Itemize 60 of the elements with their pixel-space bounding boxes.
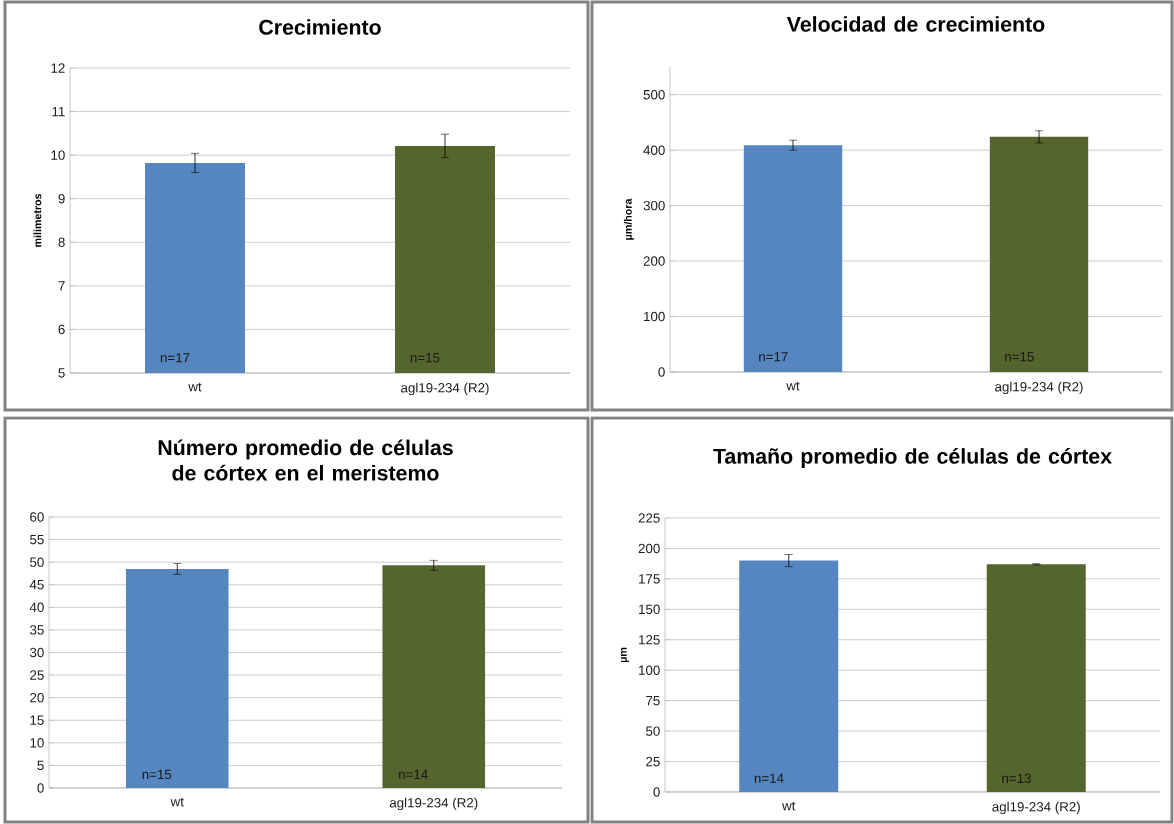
y-tick-label: 50: [30, 557, 44, 567]
y-axis-title: milimetros: [33, 193, 42, 247]
y-tick-label: 0: [658, 367, 665, 377]
y-tick-label: 10: [30, 738, 44, 748]
annotation: n=14: [399, 769, 428, 780]
annotation: n=15: [1005, 352, 1034, 362]
x-tick-label: wt: [786, 381, 800, 391]
x-tick-label: agl19-234 (R2): [389, 797, 478, 811]
y-tick-label: 20: [30, 692, 44, 703]
chart-title: Crecimiento: [259, 19, 381, 35]
y-tick-label: 5: [37, 760, 44, 771]
x-tick-label: agl19-234 (R2): [995, 381, 1083, 395]
y-tick-label: 12: [51, 63, 65, 73]
y-tick-label: 30: [29, 647, 44, 658]
y-tick-label: 15: [30, 715, 44, 725]
y-tick-label: 500: [643, 90, 665, 100]
annotation: n=13: [1002, 773, 1031, 783]
y-tick-label: 0: [37, 783, 44, 793]
y-tick-label: 225: [638, 513, 660, 523]
y-tick-label: 50: [646, 726, 660, 736]
y-tick-label: 9: [58, 193, 65, 204]
y-tick-label: 200: [643, 256, 665, 266]
annotation: n=15: [410, 353, 440, 363]
y-tick-label: 5: [58, 368, 65, 378]
y-axis-title: µm/hora: [623, 198, 634, 240]
y-tick-label: 45: [29, 580, 44, 590]
y-tick-label: 6: [58, 324, 65, 335]
chart-title: Tamaño promedio de células de córtex: [713, 447, 1112, 469]
y-tick-label: 35: [29, 625, 44, 635]
y-tick-label: 200: [638, 543, 660, 554]
y-tick-label: 8: [58, 237, 65, 247]
chart-title: Número promedio de células de córtex en el meristemo: [158, 439, 453, 481]
y-tick-label: 11: [52, 106, 65, 117]
y-tick-label: 0: [653, 787, 660, 797]
y-tick-label: 175: [639, 574, 660, 584]
x-tick-label: wt: [782, 801, 796, 811]
annotation: n=17: [160, 353, 190, 363]
y-tick-label: 150: [639, 604, 660, 615]
y-tick-label: 25: [30, 670, 44, 680]
y-tick-label: 7: [58, 281, 65, 291]
y-tick-label: 300: [643, 200, 665, 211]
y-tick-label: 100: [639, 665, 660, 675]
y-tick-label: 40: [29, 602, 44, 613]
y-tick-label: 60: [30, 512, 44, 522]
annotation: n=14: [754, 773, 784, 783]
y-axis-title: µm: [620, 647, 629, 663]
y-tick-label: 400: [643, 145, 665, 155]
x-tick-label: agl19-234 (R2): [401, 382, 489, 396]
annotation: n=15: [142, 769, 172, 780]
y-tick-label: 125: [639, 635, 660, 645]
y-tick-label: 75: [646, 695, 660, 706]
y-tick-label: 25: [646, 756, 660, 767]
x-tick-label: wt: [188, 382, 202, 392]
x-tick-label: agl19-234 (R2): [992, 801, 1080, 815]
y-tick-label: 100: [644, 311, 665, 322]
y-tick-label: 10: [51, 150, 65, 160]
chart-title: Velocidad de crecimiento: [786, 16, 1045, 32]
annotation: n=17: [759, 352, 788, 362]
x-tick-label: wt: [170, 797, 184, 807]
y-tick-label: 55: [30, 534, 44, 545]
